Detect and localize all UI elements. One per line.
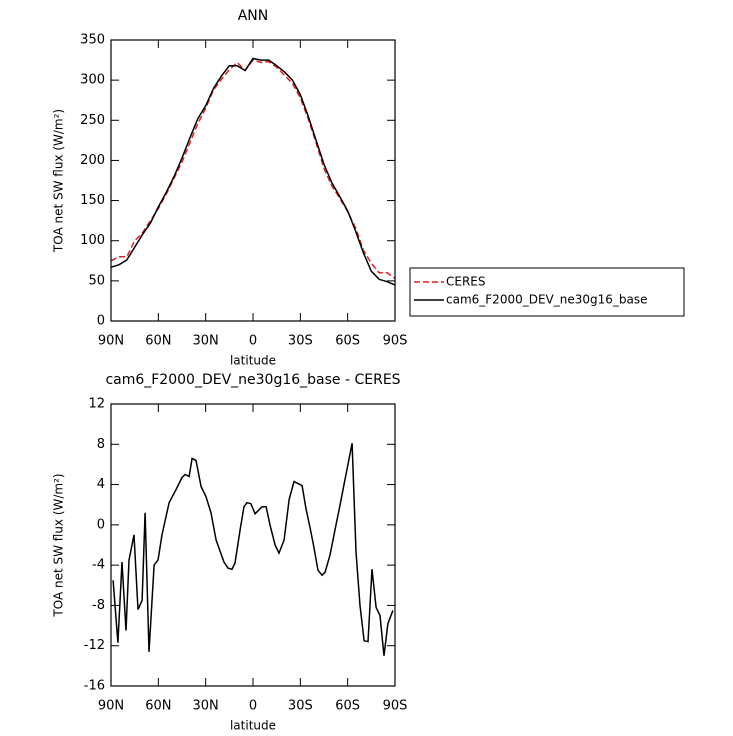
x-tick-label: 0 — [249, 699, 257, 714]
x-tick-label: 90S — [383, 699, 408, 714]
y-tick-label: 0 — [97, 517, 105, 532]
y-tick-label: -4 — [92, 558, 105, 573]
y-tick-label: 300 — [80, 73, 105, 88]
x-tick-label: 90N — [98, 699, 124, 714]
series-line — [110, 57, 396, 286]
y-axis-label: TOA net SW flux (W/m²) — [52, 473, 66, 617]
chart-title: ANN — [238, 8, 269, 24]
y-tick-label: -16 — [84, 679, 105, 694]
plot-frame — [110, 39, 396, 322]
x-tick-label: 30N — [193, 334, 219, 349]
legend-label: cam6_F2000_DEV_ne30g16_base — [446, 293, 648, 307]
series-line — [110, 59, 396, 280]
y-tick-label: 8 — [97, 437, 105, 452]
y-tick-label: 250 — [80, 113, 105, 128]
x-tick-label: 60N — [145, 699, 171, 714]
x-axis-label: latitude — [230, 719, 276, 733]
chart-title: cam6_F2000_DEV_ne30g16_base - CERES — [105, 372, 400, 388]
y-tick-label: 50 — [88, 273, 105, 288]
x-tick-label: 90S — [383, 334, 408, 349]
x-tick-label: 60S — [335, 334, 360, 349]
x-tick-label: 0 — [249, 334, 257, 349]
y-tick-label: 4 — [97, 477, 105, 492]
series-line — [112, 443, 394, 656]
x-tick-label: 30S — [288, 699, 313, 714]
x-tick-label: 30S — [288, 334, 313, 349]
y-tick-label: -8 — [92, 598, 105, 613]
x-tick-label: 90N — [98, 334, 124, 349]
y-axis-label: TOA net SW flux (W/m²) — [52, 109, 66, 253]
y-tick-label: 100 — [80, 233, 105, 248]
y-tick-label: 350 — [80, 33, 105, 48]
legend-label: CERES — [446, 275, 486, 289]
y-tick-label: 150 — [80, 193, 105, 208]
x-tick-label: 60N — [145, 334, 171, 349]
legend-box — [409, 267, 685, 317]
y-tick-label: 200 — [80, 153, 105, 168]
y-tick-label: 12 — [88, 397, 105, 412]
x-tick-label: 30N — [193, 699, 219, 714]
x-axis-label: latitude — [230, 354, 276, 368]
plot-frame — [110, 403, 396, 687]
y-tick-label: 0 — [97, 314, 105, 329]
x-tick-label: 60S — [335, 699, 360, 714]
y-tick-label: -12 — [84, 638, 105, 653]
